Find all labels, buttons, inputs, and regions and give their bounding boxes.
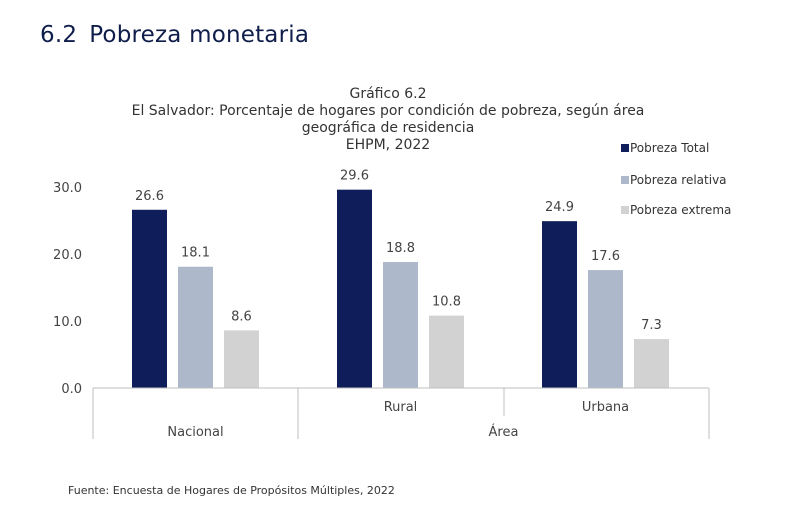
data-label: 10.8	[432, 295, 461, 310]
data-label: 8.6	[231, 309, 252, 324]
chart-subtitle-line-1: El Salvador: Porcentaje de hogares por c…	[131, 103, 645, 119]
bar	[429, 315, 464, 388]
data-label: 17.6	[591, 249, 620, 264]
chart-subtitle-line-2: geográfica de residencia	[301, 120, 475, 136]
data-label: 18.8	[386, 241, 415, 256]
data-label: 29.6	[340, 169, 369, 184]
source-note: Fuente: Encuesta de Hogares de Propósito…	[68, 484, 395, 497]
y-tick-label: 0.0	[61, 382, 82, 397]
x-tick-label: Urbana	[582, 400, 629, 415]
x-group-label: Área	[489, 424, 519, 440]
section-title: Pobreza monetaria	[89, 22, 310, 48]
bar	[383, 262, 418, 388]
bar-chart: 0.0 10.0 20.0 30.0 26.6 29.6 24.9 18.1 18.8 17.6 8…	[53, 141, 731, 440]
legend-label: Pobreza extrema	[630, 203, 731, 217]
chart-title: Gráfico 6.2	[349, 86, 427, 102]
bar	[224, 330, 259, 388]
section-heading: 6.2 Pobreza monetaria	[40, 22, 309, 48]
y-tick-label: 10.0	[53, 315, 82, 330]
y-tick-label: 30.0	[53, 181, 82, 196]
legend-label: Pobreza Total	[630, 141, 709, 155]
legend-swatch	[621, 176, 629, 184]
data-label: 26.6	[135, 189, 164, 204]
legend-swatch	[621, 144, 629, 152]
y-tick-label: 20.0	[53, 248, 82, 263]
data-label: 18.1	[181, 246, 210, 261]
x-tick-label: Rural	[384, 400, 418, 415]
chart-subtitle-line-3: EHPM, 2022	[345, 137, 431, 153]
x-tick-label: Nacional	[167, 425, 223, 440]
bar	[178, 266, 213, 388]
bar	[542, 221, 577, 388]
bar	[132, 209, 167, 388]
bar	[634, 339, 669, 388]
data-label: 7.3	[641, 318, 662, 333]
chart-header: Gráfico 6.2 El Salvador: Porcentaje de h…	[100, 86, 676, 154]
data-label: 24.9	[545, 200, 574, 215]
legend-swatch	[621, 206, 629, 214]
section-number: 6.2	[40, 22, 78, 48]
legend-label: Pobreza relativa	[630, 173, 727, 187]
bar	[337, 189, 372, 388]
bar	[588, 270, 623, 388]
